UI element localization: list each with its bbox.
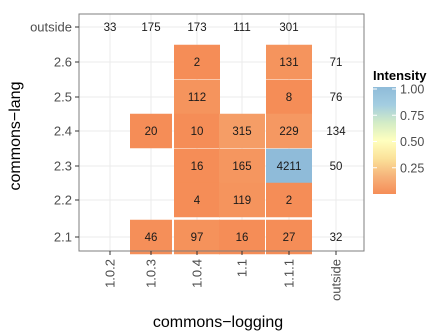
- heatmap-cell: [130, 113, 172, 149]
- cell-value-label: 4: [194, 195, 201, 207]
- legend-tick-label: 1.00: [400, 83, 424, 97]
- heatmap-cell: [219, 113, 265, 149]
- heatmap-cell: [174, 113, 220, 149]
- cell-value-label: 50: [330, 161, 343, 173]
- cell-value-label: 111: [233, 22, 250, 34]
- cell-value-label: 71: [330, 57, 343, 69]
- heatmap-cell: [266, 44, 312, 80]
- heatmap-cell-labels: 33 175 173 111 301 2 131 71 112 8 76 20 10 315 229 134 1…: [30, 13, 365, 301]
- cell-value-label: 97: [191, 232, 204, 244]
- y-axis-title: commons−lang: [7, 82, 24, 191]
- cell-value-label: 4211: [277, 161, 302, 173]
- cell-value-label: 229: [279, 126, 298, 138]
- legend-title: Intensity: [373, 68, 427, 83]
- x-tick-label: 1.0.4: [190, 259, 205, 288]
- heatmap-cell: [266, 182, 312, 218]
- cell-value-label: 2: [286, 195, 292, 207]
- y-tick-label: outside: [30, 20, 72, 35]
- cell-value-label: 112: [188, 92, 206, 104]
- y-tick-label: 2.6: [54, 55, 72, 70]
- cell-value-label: 131: [279, 57, 298, 69]
- cell-value-label: 32: [330, 232, 343, 244]
- cell-value-label: 33: [104, 22, 117, 34]
- heatmap-cell: [174, 148, 220, 184]
- heatmap-cell: [219, 182, 265, 218]
- cell-value-label: 8: [286, 92, 292, 104]
- cell-value-label: 175: [141, 22, 160, 34]
- x-tick-label: 1.1: [235, 259, 250, 277]
- legend-tick-label: 0.50: [400, 135, 424, 149]
- cell-value-label: 165: [232, 161, 251, 173]
- x-axis-title: commons−logging: [153, 314, 283, 331]
- cell-value-label: 16: [236, 232, 249, 244]
- cell-value-label: 10: [191, 126, 204, 138]
- x-tick-label: 1.0.3: [144, 259, 159, 288]
- y-tick-label: 2.4: [54, 124, 72, 139]
- cell-value-label: 134: [326, 126, 346, 138]
- x-tick-label: outside: [329, 259, 344, 301]
- cell-value-label: 20: [145, 126, 158, 138]
- y-tick-label: 2.1: [54, 230, 72, 245]
- heatmap-cell: [266, 219, 312, 255]
- y-tick-label: 2.5: [54, 90, 72, 105]
- cell-value-label: 46: [145, 232, 158, 244]
- cell-value-label: 173: [187, 22, 206, 34]
- y-tick-label: 2.2: [54, 193, 72, 208]
- heatmap-cell: [174, 79, 220, 115]
- x-tick-label: 1.0.2: [103, 259, 118, 288]
- heatmap-cell: [266, 79, 312, 115]
- heatmap-cells: [130, 44, 312, 255]
- heatmap-cell: [219, 219, 265, 255]
- heatmap-cell: [174, 182, 220, 218]
- cell-value-label: 27: [283, 232, 296, 244]
- heatmap-cell: [174, 44, 220, 80]
- panel-border: [78, 13, 365, 252]
- y-tick-label: 2.3: [54, 159, 72, 174]
- heatmap-cell: [219, 148, 265, 184]
- legend-tick-label: 0.25: [400, 161, 424, 175]
- heatmap-cell: [266, 113, 312, 149]
- cell-value-label: 16: [191, 161, 204, 173]
- cell-value-label: 76: [330, 92, 343, 104]
- x-tick-label: 1.1.1: [282, 259, 297, 288]
- cell-value-label: 2: [194, 57, 200, 69]
- legend-tick-label: 0.75: [400, 109, 424, 123]
- heatmap-cell: [266, 148, 312, 184]
- cell-value-label: 315: [232, 126, 251, 138]
- cell-value-label: 301: [279, 22, 298, 34]
- heatmap-cell: [130, 219, 172, 255]
- cell-value-label: 119: [233, 195, 251, 207]
- legend-colorbar: [373, 87, 396, 194]
- heatmap-cell: [174, 219, 220, 255]
